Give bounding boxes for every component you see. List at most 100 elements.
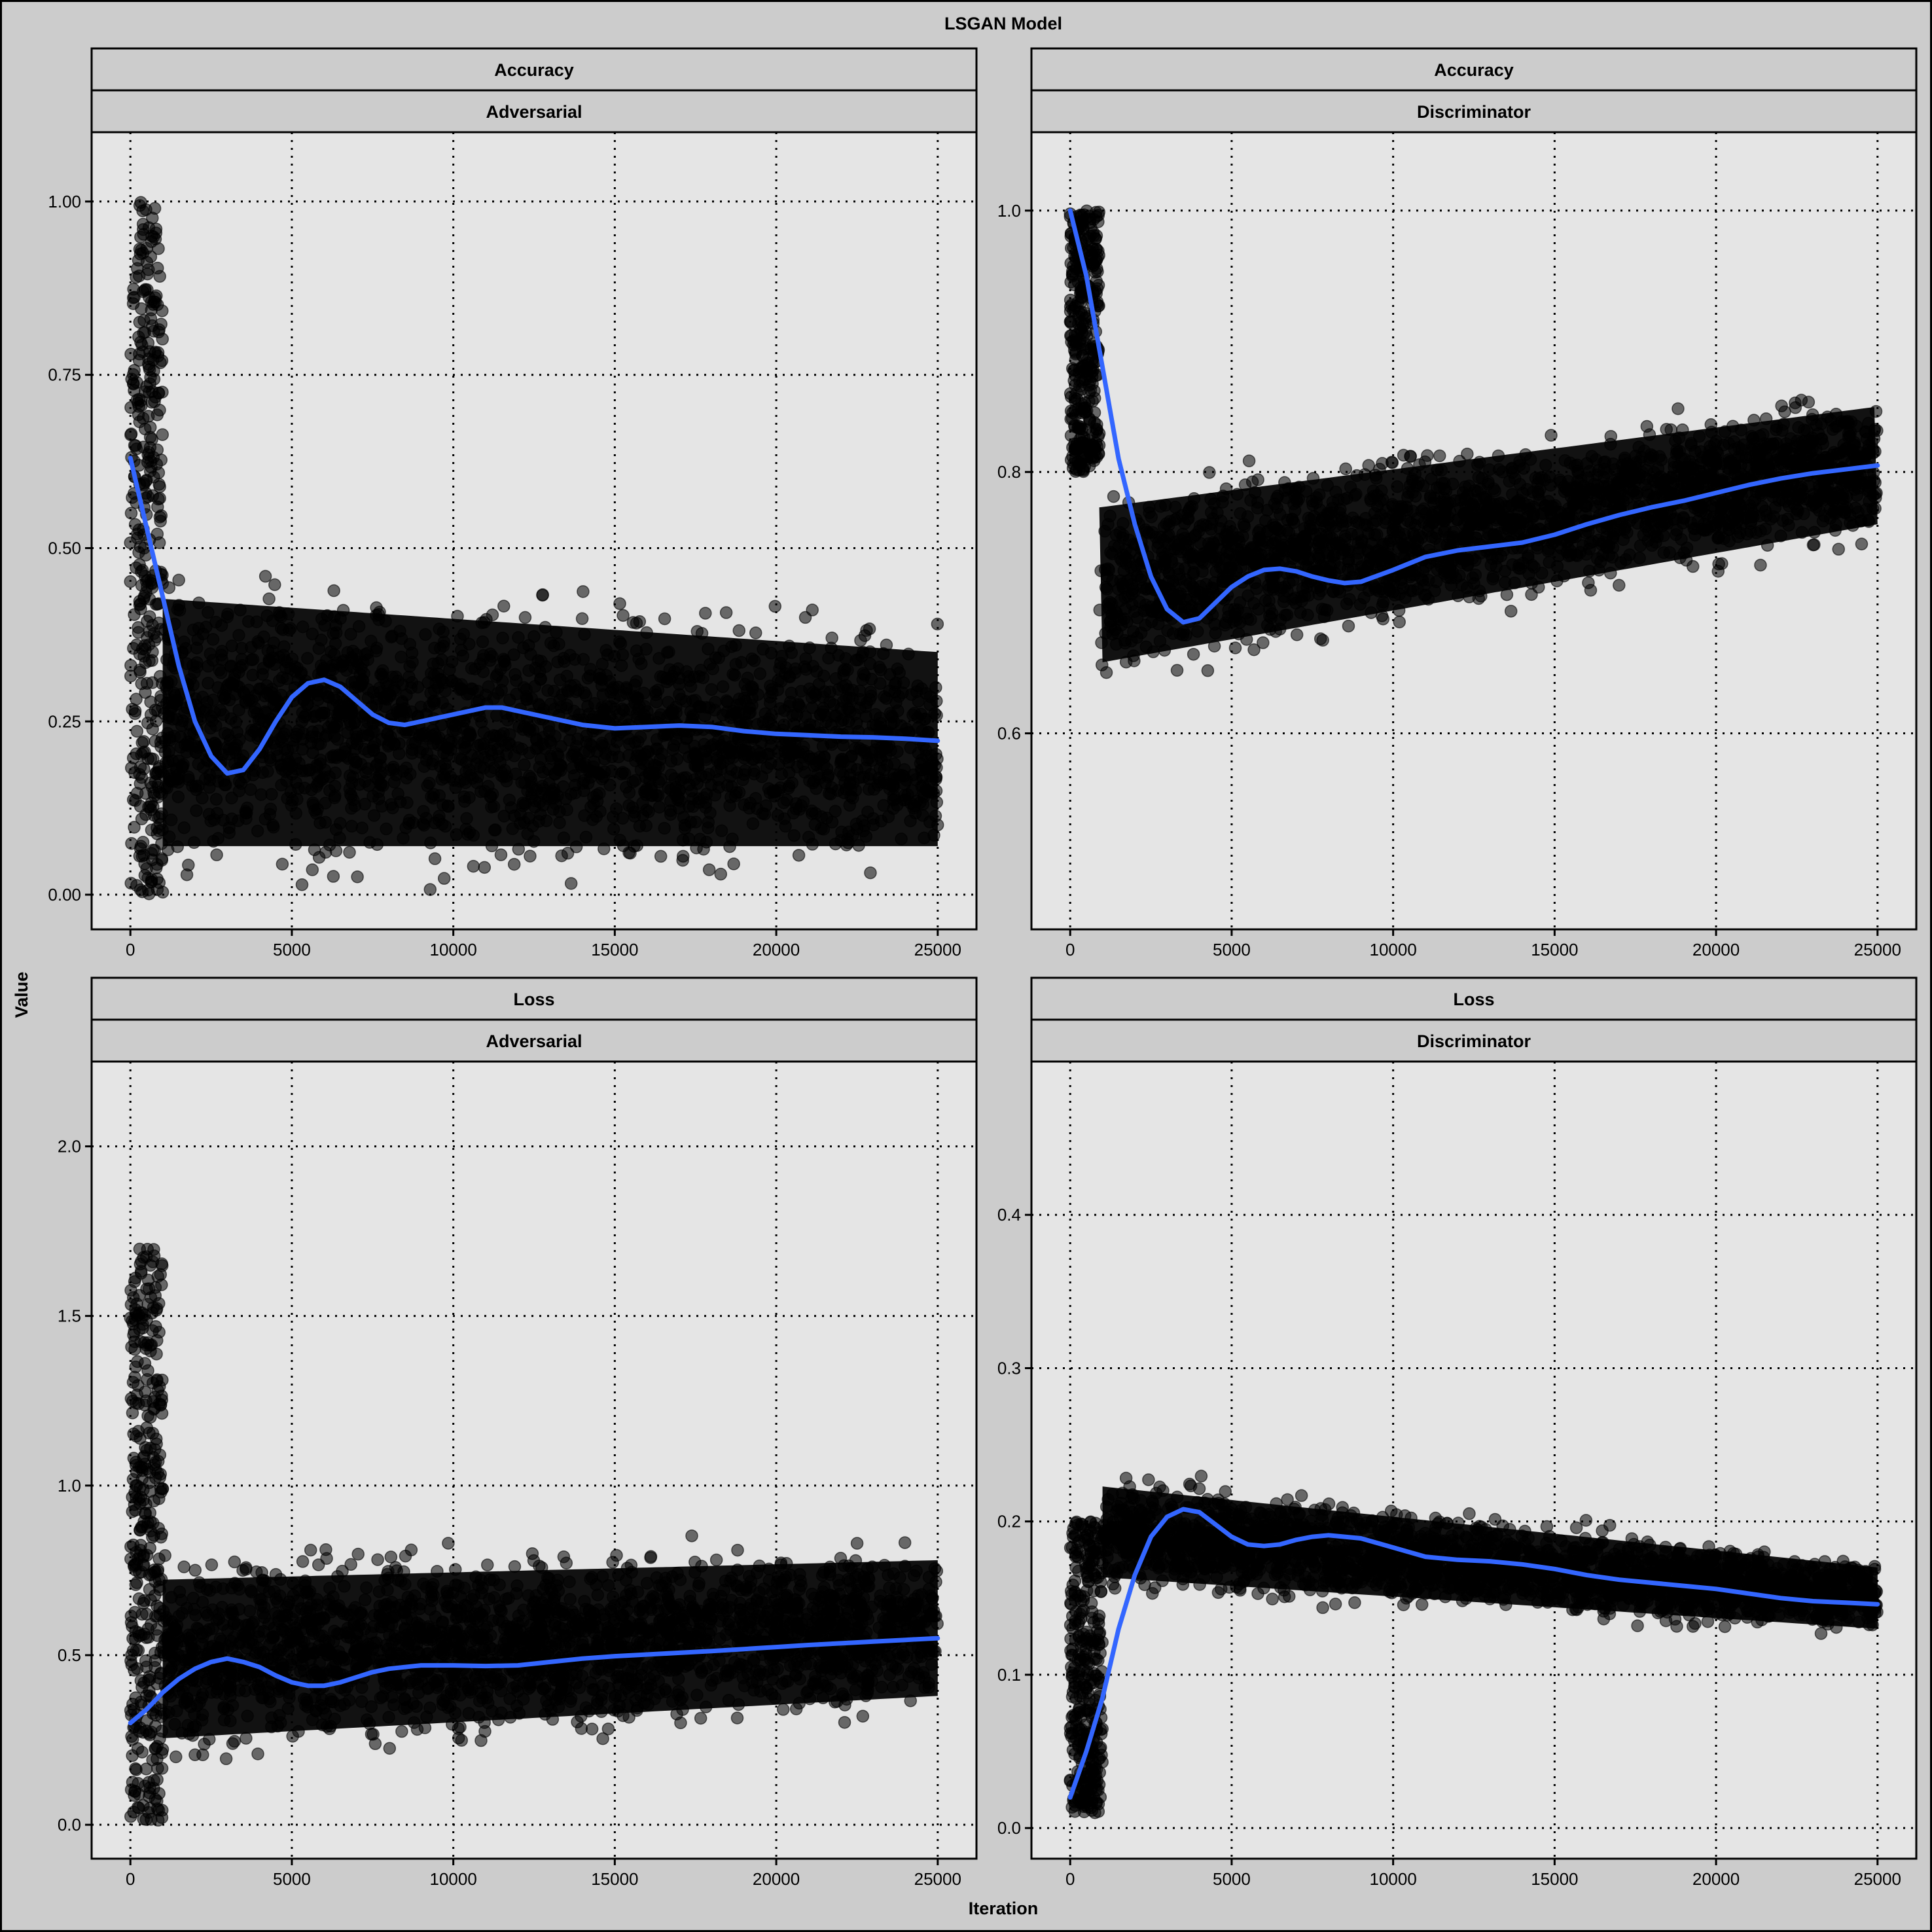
x-tick-label: 5000: [273, 940, 311, 959]
scatter-point: [1067, 344, 1081, 357]
scatter-point: [575, 612, 589, 626]
facet-panels: AccuracyAdversarial0.000.250.500.751.000…: [48, 47, 1918, 1889]
scatter-point: [210, 848, 223, 861]
scatter-point: [149, 598, 163, 611]
strip-bottom: [90, 89, 978, 134]
scatter-point: [1228, 641, 1242, 654]
scatter-point: [132, 331, 145, 344]
scatter-point: [1080, 329, 1094, 343]
scatter-point: [1362, 459, 1375, 472]
scatter-point: [1242, 454, 1256, 467]
scatter-point: [864, 866, 877, 880]
scatter-point: [863, 622, 876, 635]
plot-border: [90, 131, 978, 931]
scatter-point: [1064, 276, 1077, 289]
scatter-point: [262, 592, 276, 605]
y-tick-label: 1.00: [48, 192, 81, 211]
scatter-point: [1074, 315, 1088, 329]
scatter-point: [343, 846, 356, 859]
scatter-point: [145, 229, 158, 243]
scatter-point: [1187, 647, 1200, 661]
scatter-point: [658, 612, 671, 626]
scatter-point: [134, 842, 147, 855]
scatter-point: [1066, 450, 1079, 463]
scatter-point: [518, 611, 532, 624]
scatter-point: [467, 859, 480, 873]
scatter-point: [1316, 634, 1329, 647]
strip-label: Adversarial: [486, 102, 582, 122]
scatter-point: [144, 454, 158, 468]
scatter-point: [306, 863, 319, 876]
scatter-point: [128, 821, 141, 834]
y-tick-label: 0.75: [48, 365, 81, 385]
scatter-point: [524, 850, 537, 863]
scatter-point: [327, 584, 340, 598]
scatter-point: [1203, 466, 1216, 479]
scatter-point: [130, 879, 143, 892]
y-tick-label: 0.50: [48, 538, 81, 558]
scatter-point: [312, 851, 326, 864]
strip-label: Discriminator: [1417, 102, 1531, 122]
scatter-point: [1461, 447, 1474, 461]
scatter-point: [1068, 394, 1082, 407]
scatter-point: [172, 573, 185, 587]
scatter-point: [1074, 296, 1087, 310]
scatter-point: [135, 564, 149, 577]
scatter-point: [727, 857, 740, 870]
scatter-point: [141, 615, 154, 628]
scatter-point: [555, 849, 568, 863]
scatter-point: [276, 857, 289, 871]
scatter-point: [146, 723, 159, 736]
scatter-point: [1091, 265, 1104, 278]
scatter-point: [130, 638, 143, 652]
scatter-point: [1290, 628, 1304, 641]
scatter-point: [1085, 241, 1098, 254]
scatter-point: [1068, 437, 1081, 450]
scatter-point: [1806, 538, 1820, 552]
y-tick-label: 0.00: [48, 885, 81, 904]
scatter-point: [156, 428, 169, 441]
scatter-point: [148, 347, 162, 360]
scatter-point: [153, 403, 166, 417]
scatter-point: [142, 800, 155, 814]
scatter-point: [152, 536, 166, 550]
scatter-point: [564, 877, 578, 890]
panel-0: AccuracyAdversarial0.000.250.500.751.000…: [48, 47, 978, 959]
scatter-point: [130, 724, 144, 738]
scatter-point: [1672, 402, 1685, 416]
x-tick-label: 15000: [591, 940, 638, 959]
scatter-point: [152, 492, 165, 506]
scatter-point: [1715, 557, 1728, 570]
scatter-point: [126, 291, 140, 304]
scatter-point: [699, 607, 712, 620]
scatter-point: [1247, 643, 1261, 656]
scatter-point: [792, 849, 806, 862]
scatter-point: [152, 478, 166, 491]
scatter-point: [714, 867, 728, 881]
scatter-point: [1075, 365, 1089, 378]
figure-ylabel: Value: [12, 972, 31, 1018]
scatter-point: [749, 626, 762, 639]
scatter-point: [931, 617, 944, 631]
scatter-point: [702, 863, 716, 876]
scatter-point: [145, 654, 159, 667]
scatter-point: [126, 702, 139, 716]
scatter-point: [133, 242, 147, 256]
scatter-point: [143, 377, 157, 391]
scatter-point: [1545, 429, 1558, 442]
scatter-point: [145, 876, 158, 889]
scatter-point: [1613, 579, 1626, 592]
scatter-point: [768, 599, 782, 613]
scatter-point: [152, 323, 166, 336]
scatter-point: [145, 823, 158, 836]
scatter-point: [494, 848, 508, 861]
scatter-point: [1640, 420, 1654, 433]
scatter-point: [153, 510, 167, 524]
y-tick-label: 0.25: [48, 711, 81, 731]
scatter-point: [1074, 210, 1088, 223]
scatter-point: [1079, 401, 1092, 414]
scatter-point: [149, 291, 162, 304]
scatter-point: [136, 412, 150, 425]
scatter-point: [654, 850, 668, 863]
